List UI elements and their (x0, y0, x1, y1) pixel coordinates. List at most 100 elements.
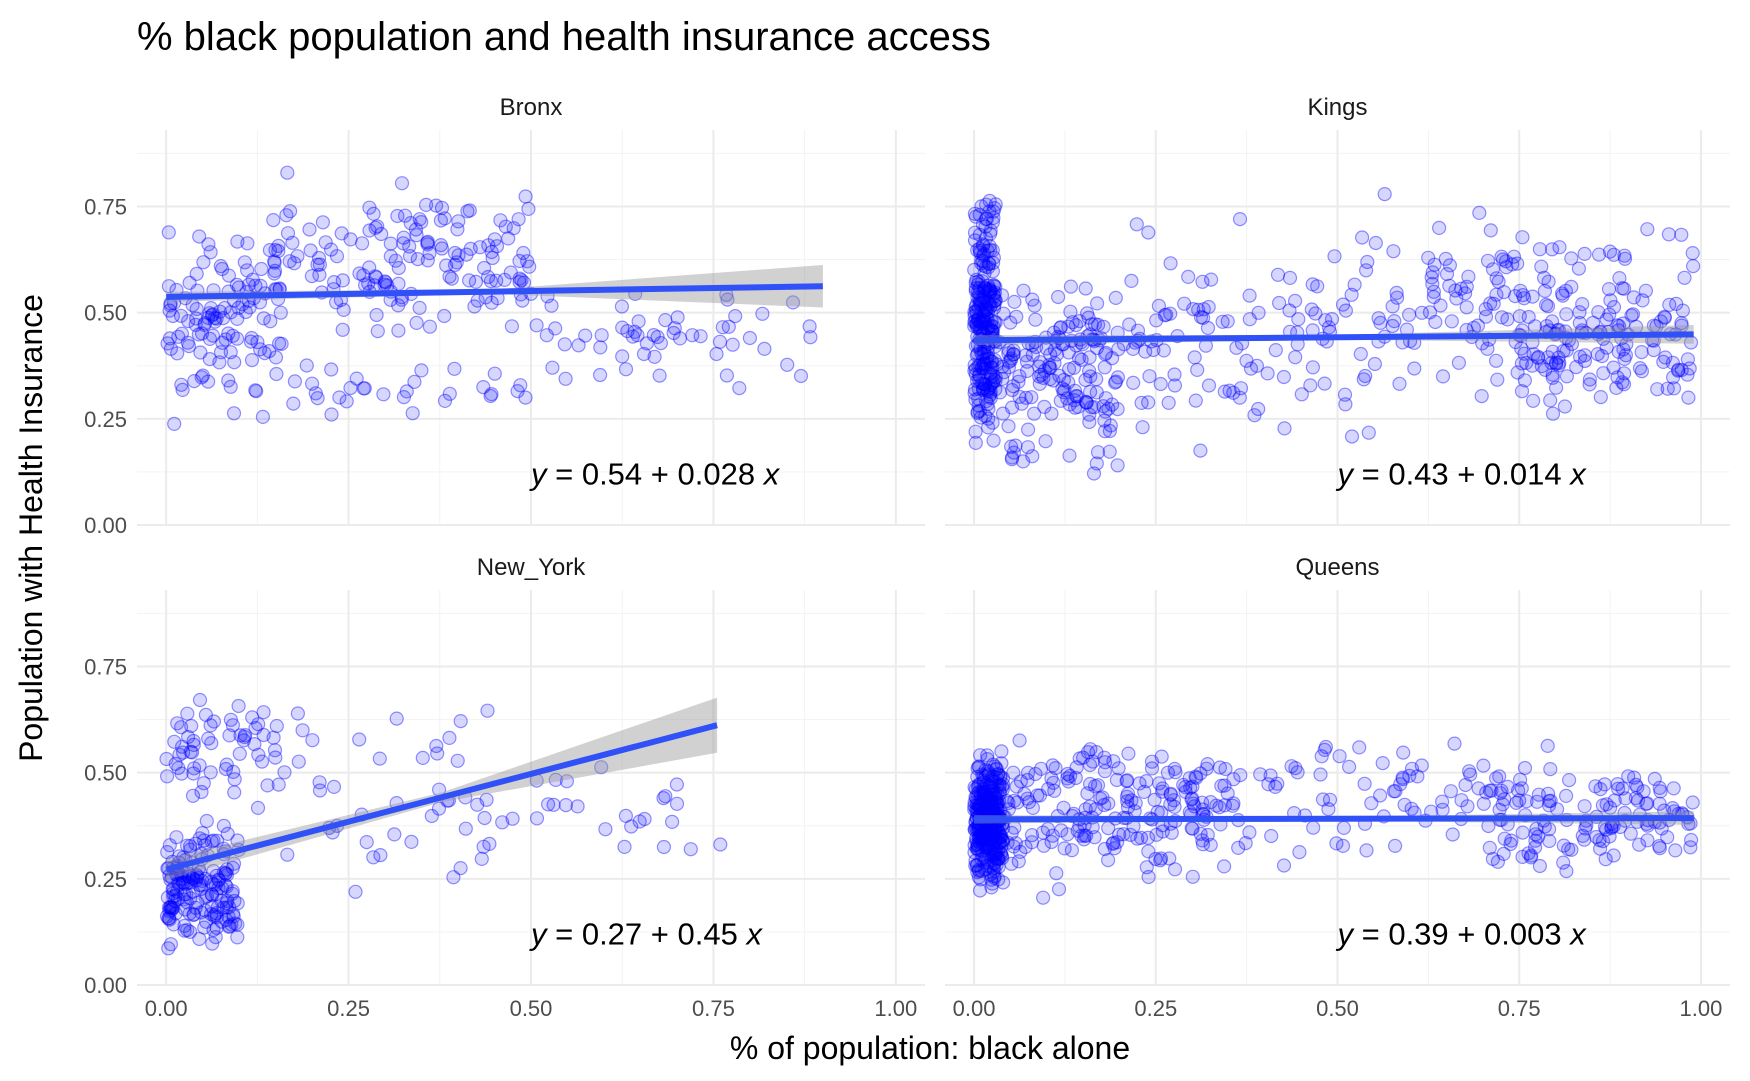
data-point (1066, 360, 1082, 375)
data-point (1294, 387, 1309, 402)
data-point (174, 766, 189, 781)
data-point (1243, 361, 1259, 376)
data-point (1015, 454, 1031, 469)
data-point (1003, 315, 1018, 330)
data-point (439, 258, 454, 273)
data-point (1486, 296, 1501, 311)
data-point (967, 262, 982, 277)
data-point (171, 875, 186, 890)
data-point (968, 435, 983, 450)
data-point (983, 384, 998, 399)
data-point (981, 285, 996, 300)
data-point (1646, 343, 1661, 358)
data-point (658, 789, 673, 804)
data-point (396, 236, 411, 251)
data-point (982, 297, 997, 312)
data-point (1226, 796, 1241, 811)
data-point (1444, 314, 1459, 329)
data-point (201, 731, 216, 746)
data-point (1314, 749, 1329, 764)
data-point (1001, 354, 1017, 369)
data-point (422, 246, 437, 261)
data-point (167, 416, 182, 431)
data-point (1577, 799, 1592, 814)
data-point (971, 300, 986, 315)
data-point (1515, 825, 1530, 840)
data-point (974, 852, 989, 867)
data-point (977, 314, 993, 330)
data-point (977, 377, 993, 392)
data-point (225, 884, 240, 899)
data-point (169, 830, 184, 845)
data-point (1545, 367, 1560, 382)
data-point (237, 729, 252, 745)
data-point (245, 272, 260, 287)
data-point (162, 911, 177, 926)
data-point (1545, 406, 1561, 421)
data-point (973, 315, 988, 330)
data-point (1618, 791, 1633, 806)
data-point (996, 306, 1011, 321)
data-point (1097, 424, 1113, 439)
data-point (979, 838, 995, 854)
data-point (181, 869, 196, 884)
data-point (312, 775, 327, 790)
data-point (974, 359, 990, 374)
data-point (1353, 346, 1368, 362)
data-point (1065, 315, 1080, 330)
data-point (185, 788, 201, 803)
data-point (437, 211, 452, 226)
data-point (1499, 260, 1514, 275)
data-point (221, 909, 236, 924)
data-point (980, 382, 995, 397)
data-point (1427, 257, 1442, 272)
data-point (256, 727, 271, 743)
data-point (1097, 797, 1112, 813)
data-point (1233, 381, 1249, 396)
data-point (161, 225, 176, 240)
data-point (173, 308, 189, 323)
data-point (520, 254, 535, 269)
data-point (971, 313, 986, 328)
data-point (1647, 771, 1662, 787)
data-point (632, 814, 647, 829)
data-point (250, 335, 265, 350)
data-point (1124, 793, 1139, 808)
data-point (191, 327, 206, 342)
x-tick-label: 0.75 (1498, 996, 1541, 1021)
data-point (1232, 390, 1247, 405)
data-point (179, 895, 194, 910)
data-point (975, 382, 991, 397)
data-point (1638, 283, 1654, 298)
data-point (742, 330, 758, 346)
data-point (183, 838, 198, 854)
facet-panel-kings: Kings y = 0.43 + 0.014 x (945, 94, 1730, 526)
data-point (1489, 287, 1504, 302)
data-point (1049, 347, 1065, 362)
data-point (974, 346, 989, 361)
data-point (1024, 390, 1039, 405)
data-point (592, 367, 608, 383)
data-point (1435, 802, 1450, 817)
regression-line (974, 331, 1694, 344)
data-point (618, 362, 634, 377)
data-point (257, 346, 272, 361)
data-point (305, 733, 320, 748)
data-point (1036, 838, 1051, 853)
data-point (1195, 310, 1211, 325)
data-point (1061, 362, 1077, 377)
data-point (1087, 400, 1102, 415)
data-point (1067, 383, 1083, 398)
data-point (1268, 343, 1283, 358)
data-point (968, 367, 983, 382)
data-point (192, 692, 208, 708)
data-point (370, 219, 385, 234)
data-point (972, 291, 987, 306)
data-point (571, 338, 586, 353)
data-point (1006, 379, 1021, 394)
data-point (178, 877, 193, 892)
data-point (988, 293, 1003, 308)
data-point (396, 230, 411, 245)
data-point (1542, 833, 1557, 849)
data-point (693, 329, 708, 344)
